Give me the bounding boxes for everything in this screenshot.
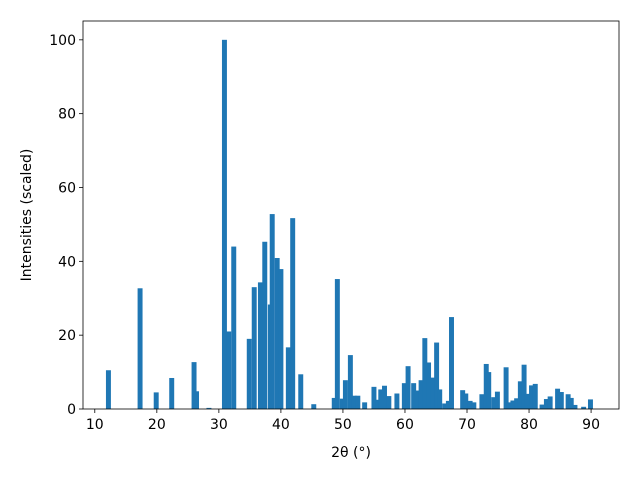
- bar: [539, 404, 545, 409]
- bar: [355, 395, 361, 409]
- x-axis-label: 2θ (°): [331, 445, 371, 461]
- bar: [479, 394, 485, 409]
- bar: [194, 391, 200, 409]
- bar: [251, 287, 257, 409]
- bar: [555, 388, 561, 409]
- x-tick-label: 30: [210, 417, 228, 433]
- bar: [581, 406, 587, 409]
- bar: [572, 404, 578, 409]
- bar: [226, 331, 232, 409]
- bar: [191, 362, 197, 409]
- bar: [529, 385, 535, 409]
- bar: [342, 380, 348, 409]
- bar: [285, 347, 291, 409]
- bar: [486, 372, 492, 409]
- bar: [467, 400, 473, 409]
- plot-frame: [82, 20, 620, 410]
- bar: [471, 402, 477, 409]
- bar: [506, 402, 512, 409]
- bar: [362, 402, 368, 409]
- x-tick-label: 50: [334, 417, 352, 433]
- bar: [558, 392, 564, 409]
- y-tick-label: 100: [49, 33, 76, 49]
- bar: [274, 258, 280, 409]
- bar: [463, 393, 469, 409]
- bar: [375, 399, 381, 409]
- bar: [547, 396, 553, 409]
- bar: [430, 377, 436, 409]
- bar: [386, 396, 392, 409]
- bar: [510, 400, 516, 409]
- bar: [449, 317, 454, 409]
- bar: [331, 397, 337, 409]
- bar: [339, 398, 345, 409]
- bar: [514, 398, 520, 409]
- bar: [311, 404, 317, 409]
- x-tick-label: 60: [396, 417, 414, 433]
- bar: [278, 269, 284, 409]
- bar: [532, 383, 538, 409]
- bar: [411, 383, 417, 409]
- bar: [334, 279, 340, 409]
- y-tick-label: 60: [58, 180, 76, 196]
- bar: [221, 39, 227, 409]
- bar: [371, 386, 377, 409]
- bar: [517, 381, 523, 409]
- bar: [401, 383, 407, 409]
- bar: [494, 391, 500, 409]
- y-tick-label: 80: [58, 107, 76, 123]
- bar: [298, 374, 304, 409]
- bar: [257, 282, 263, 409]
- bar: [382, 385, 387, 409]
- x-tick-label: 10: [86, 417, 104, 433]
- bar: [437, 389, 443, 409]
- bar: [418, 380, 424, 409]
- x-tick-label: 80: [520, 417, 538, 433]
- bar: [414, 390, 420, 409]
- bar: [503, 367, 509, 409]
- bar: [426, 362, 432, 409]
- bar: [587, 399, 593, 409]
- bar: [483, 363, 489, 409]
- bar: [524, 393, 530, 409]
- bar: [378, 389, 384, 409]
- bar: [565, 394, 571, 409]
- bar: [269, 214, 275, 409]
- bar: [206, 407, 212, 409]
- bar: [105, 370, 111, 409]
- bar: [460, 390, 466, 409]
- y-tick-label: 0: [67, 402, 76, 418]
- bar: [543, 399, 549, 409]
- y-tick-label: 40: [58, 254, 76, 270]
- bar: [246, 338, 252, 409]
- bar: [445, 400, 451, 409]
- y-tick-label: 20: [58, 328, 76, 344]
- bar: [491, 397, 497, 409]
- bar: [442, 403, 448, 409]
- bar: [434, 342, 440, 409]
- bar: [422, 338, 428, 409]
- bar: [262, 241, 268, 409]
- bar: [351, 395, 357, 409]
- bar: [568, 397, 574, 409]
- bar: [290, 218, 296, 409]
- bar: [405, 366, 411, 409]
- bar: [153, 392, 159, 409]
- bar: [169, 377, 175, 409]
- x-tick-label: 40: [272, 417, 290, 433]
- y-axis-label: Intensities (scaled): [19, 149, 35, 282]
- x-tick-label: 70: [458, 417, 476, 433]
- x-tick-label: 20: [148, 417, 166, 433]
- bar: [394, 393, 400, 409]
- bar: [347, 355, 353, 409]
- bar: [137, 288, 143, 409]
- bar: [231, 246, 237, 409]
- x-tick-label: 90: [582, 417, 600, 433]
- bar: [521, 364, 527, 409]
